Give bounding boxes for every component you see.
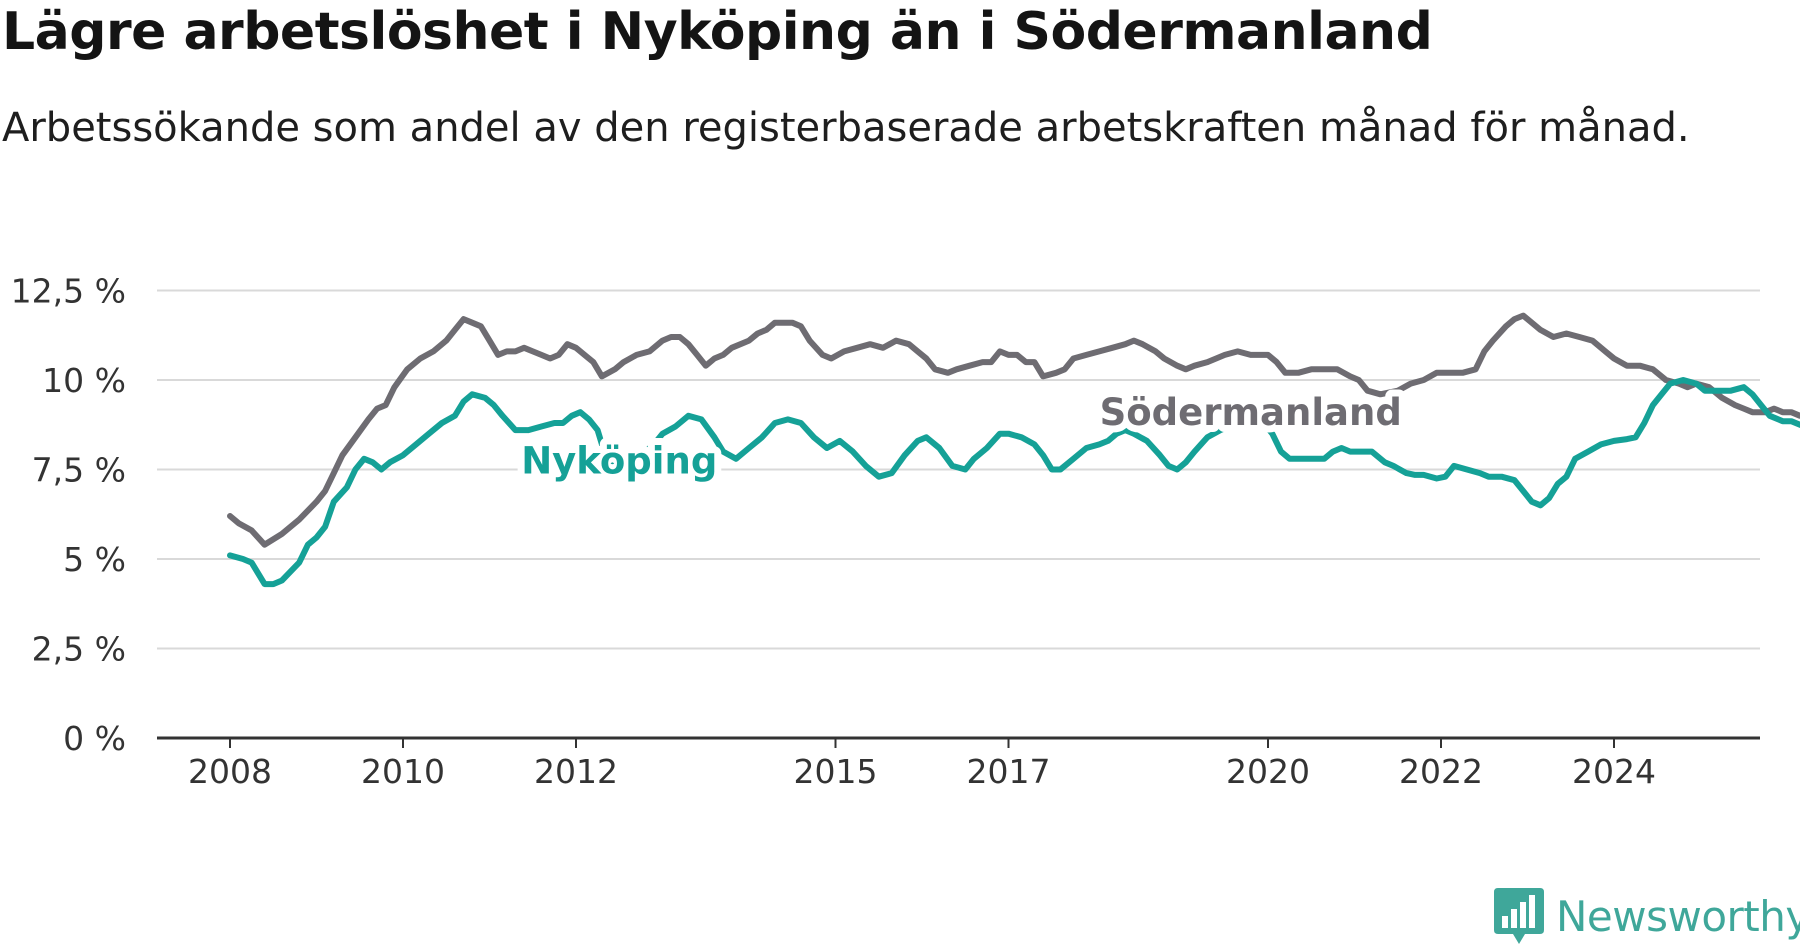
x-tick-label: 2020: [1226, 752, 1310, 791]
sodermanland-line: [227, 312, 1800, 548]
x-tick-label: 2022: [1399, 752, 1483, 791]
y-axis-labels: 0 % 2,5 % 5 % 7,5 % 10 % 12,5 %: [11, 272, 126, 759]
nykoping-line: [227, 377, 1800, 588]
newsworthy-logo: Newsworthy: [1494, 888, 1800, 944]
nykoping-label: Nyköping: [521, 440, 717, 483]
y-tick-label: 2,5 %: [32, 630, 126, 669]
y-tick-label: 5 %: [63, 540, 126, 579]
brand-name: Newsworthy: [1556, 891, 1800, 941]
series-lines: [227, 312, 1800, 588]
y-tick-label: 7,5 %: [32, 451, 126, 490]
y-tick-label: 12,5 %: [11, 272, 126, 311]
x-tick-label: 2015: [794, 752, 878, 791]
y-tick-label: 0 %: [63, 719, 126, 758]
x-tick-label: 2012: [534, 752, 618, 791]
x-tick-label: 2010: [361, 752, 445, 791]
chart-subtitle: Arbetssökande som andel av den registerb…: [2, 105, 1690, 151]
newsworthy-logo-icon: [1494, 888, 1544, 944]
x-tick-label: 2024: [1572, 752, 1656, 791]
x-tick-label: 2017: [967, 752, 1051, 791]
sodermanland-label: Södermanland: [1100, 391, 1402, 434]
series-labels: 8,9 %Södermanland7,8 %Nyköping: [514, 384, 1409, 489]
x-axis: 2008 2010 2012 2015 2017 2020 2022 2024: [157, 736, 1760, 791]
x-tick-label: 2008: [188, 752, 272, 791]
y-tick-label: 10 %: [42, 361, 126, 400]
chart-title: Lägre arbetslöshet i Nyköping än i Söder…: [2, 2, 1433, 62]
